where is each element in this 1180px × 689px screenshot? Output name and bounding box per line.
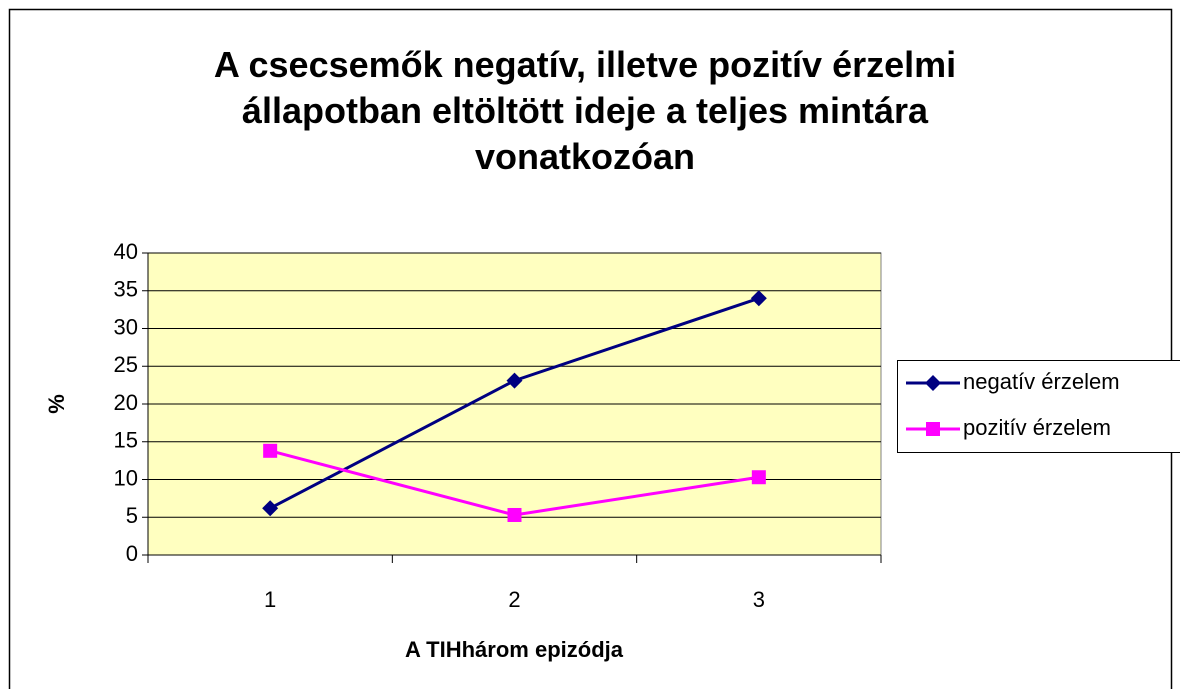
y-tick-label: 0 <box>126 541 138 566</box>
y-tick-label: 30 <box>114 314 138 339</box>
legend-box <box>897 360 1180 453</box>
y-tick-label: 35 <box>114 277 138 302</box>
x-tick-label: 1 <box>264 587 276 612</box>
y-tick-label: 25 <box>114 352 138 377</box>
x-axis-label: A TIHhárom epizódja <box>405 637 624 662</box>
legend-label: pozitív érzelem <box>963 415 1111 440</box>
marker <box>263 443 278 458</box>
marker <box>925 375 941 391</box>
y-tick-label: 10 <box>114 465 138 490</box>
y-tick-label: 5 <box>126 503 138 528</box>
marker <box>262 500 279 517</box>
y-tick-label: 20 <box>114 390 138 415</box>
marker <box>926 422 940 436</box>
y-axis-label: % <box>44 394 69 414</box>
x-tick-label: 2 <box>508 587 520 612</box>
marker <box>751 470 766 485</box>
chart-frame <box>8 8 1173 689</box>
y-tick-label: 40 <box>114 239 138 264</box>
marker <box>507 507 522 522</box>
chart-title: A csecsemők negatív, illetve pozitív érz… <box>213 44 957 177</box>
y-tick-label: 15 <box>114 428 138 453</box>
legend-label: negatív érzelem <box>963 369 1120 394</box>
marker <box>506 372 523 389</box>
x-tick-label: 3 <box>753 587 765 612</box>
marker <box>750 290 767 307</box>
